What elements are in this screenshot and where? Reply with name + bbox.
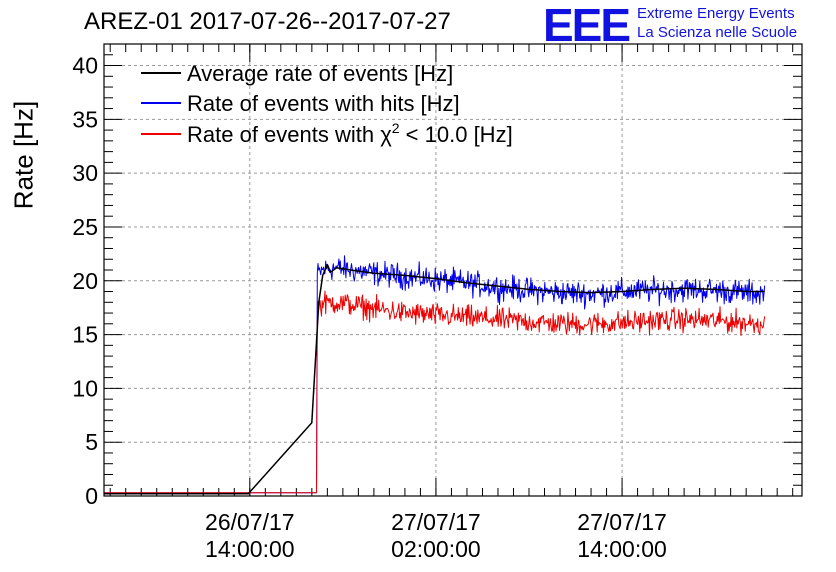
y-tick-label: 30 (72, 160, 98, 186)
y-tick-label: 25 (72, 214, 98, 240)
y-tick-label: 0 (85, 483, 98, 509)
y-tick-label: 5 (85, 429, 98, 455)
y-tick-label: 15 (72, 322, 98, 348)
y-tick-label: 40 (72, 53, 98, 79)
brand-text: Extreme Energy Events La Scienza nelle S… (637, 4, 797, 42)
brand-line-1: Extreme Energy Events (637, 5, 795, 22)
x-tick-label-date: 27/07/17 (391, 509, 481, 535)
series-line-average (104, 263, 765, 495)
y-tick-label: 10 (72, 375, 98, 401)
plot-frame (103, 43, 803, 497)
y-tick-label: 35 (72, 106, 98, 132)
series-line-hits (104, 255, 766, 494)
legend-label-average: Average rate of events [Hz] (187, 61, 453, 86)
legend-label-hits: Rate of events with hits [Hz] (187, 91, 460, 116)
legend-label-chi2: Rate of events with χ2 < 10.0 [Hz] (187, 120, 513, 147)
x-tick-label-time: 14:00:00 (577, 536, 667, 562)
x-tick-label-time: 14:00:00 (205, 536, 295, 562)
chart-title: AREZ-01 2017-07-26--2017-07-27 (84, 8, 451, 35)
y-tick-label: 20 (72, 268, 98, 294)
eee-logo: EEE (543, 0, 631, 51)
brand-line-2: La Scienza nelle Scuole (637, 24, 798, 41)
x-tick-label-date: 27/07/17 (577, 509, 667, 535)
x-tick-label-date: 26/07/17 (205, 509, 295, 535)
series-line-chi2 (104, 290, 766, 494)
x-tick-label-time: 02:00:00 (391, 536, 481, 562)
